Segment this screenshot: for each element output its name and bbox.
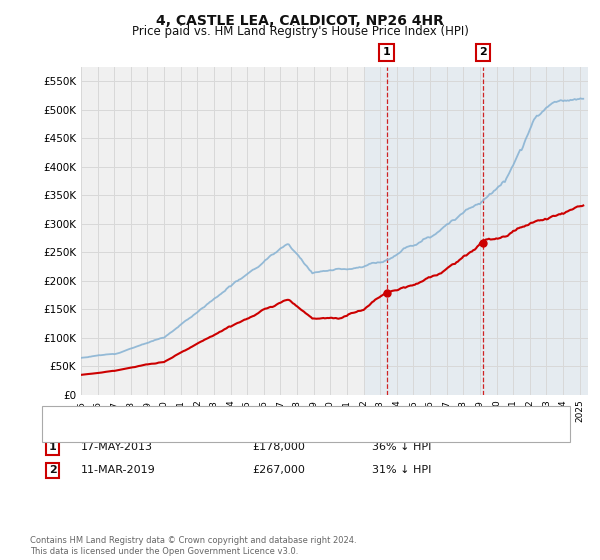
Text: 36% ↓ HPI: 36% ↓ HPI xyxy=(372,442,431,452)
Text: 11-MAR-2019: 11-MAR-2019 xyxy=(81,465,156,475)
Text: Contains HM Land Registry data © Crown copyright and database right 2024.
This d: Contains HM Land Registry data © Crown c… xyxy=(30,536,356,556)
Text: 4, CASTLE LEA, CALDICOT, NP26 4HR: 4, CASTLE LEA, CALDICOT, NP26 4HR xyxy=(156,14,444,28)
Text: 17-MAY-2013: 17-MAY-2013 xyxy=(81,442,153,452)
Bar xyxy=(364,67,480,395)
Text: ─────: ───── xyxy=(51,428,85,438)
Bar xyxy=(480,67,588,395)
Text: £178,000: £178,000 xyxy=(252,442,305,452)
Text: 4, CASTLE LEA, CALDICOT, NP26 4HR (detached house): 4, CASTLE LEA, CALDICOT, NP26 4HR (detac… xyxy=(99,411,388,421)
Text: 31% ↓ HPI: 31% ↓ HPI xyxy=(372,465,431,475)
Text: ─────: ───── xyxy=(51,411,85,421)
Text: Price paid vs. HM Land Registry's House Price Index (HPI): Price paid vs. HM Land Registry's House … xyxy=(131,25,469,38)
Text: £267,000: £267,000 xyxy=(252,465,305,475)
Text: 2: 2 xyxy=(49,465,56,475)
Text: 2: 2 xyxy=(479,48,487,57)
Text: 1: 1 xyxy=(49,442,56,452)
Text: HPI: Average price, detached house, Monmouthshire: HPI: Average price, detached house, Monm… xyxy=(99,428,373,438)
Text: 1: 1 xyxy=(383,48,391,57)
